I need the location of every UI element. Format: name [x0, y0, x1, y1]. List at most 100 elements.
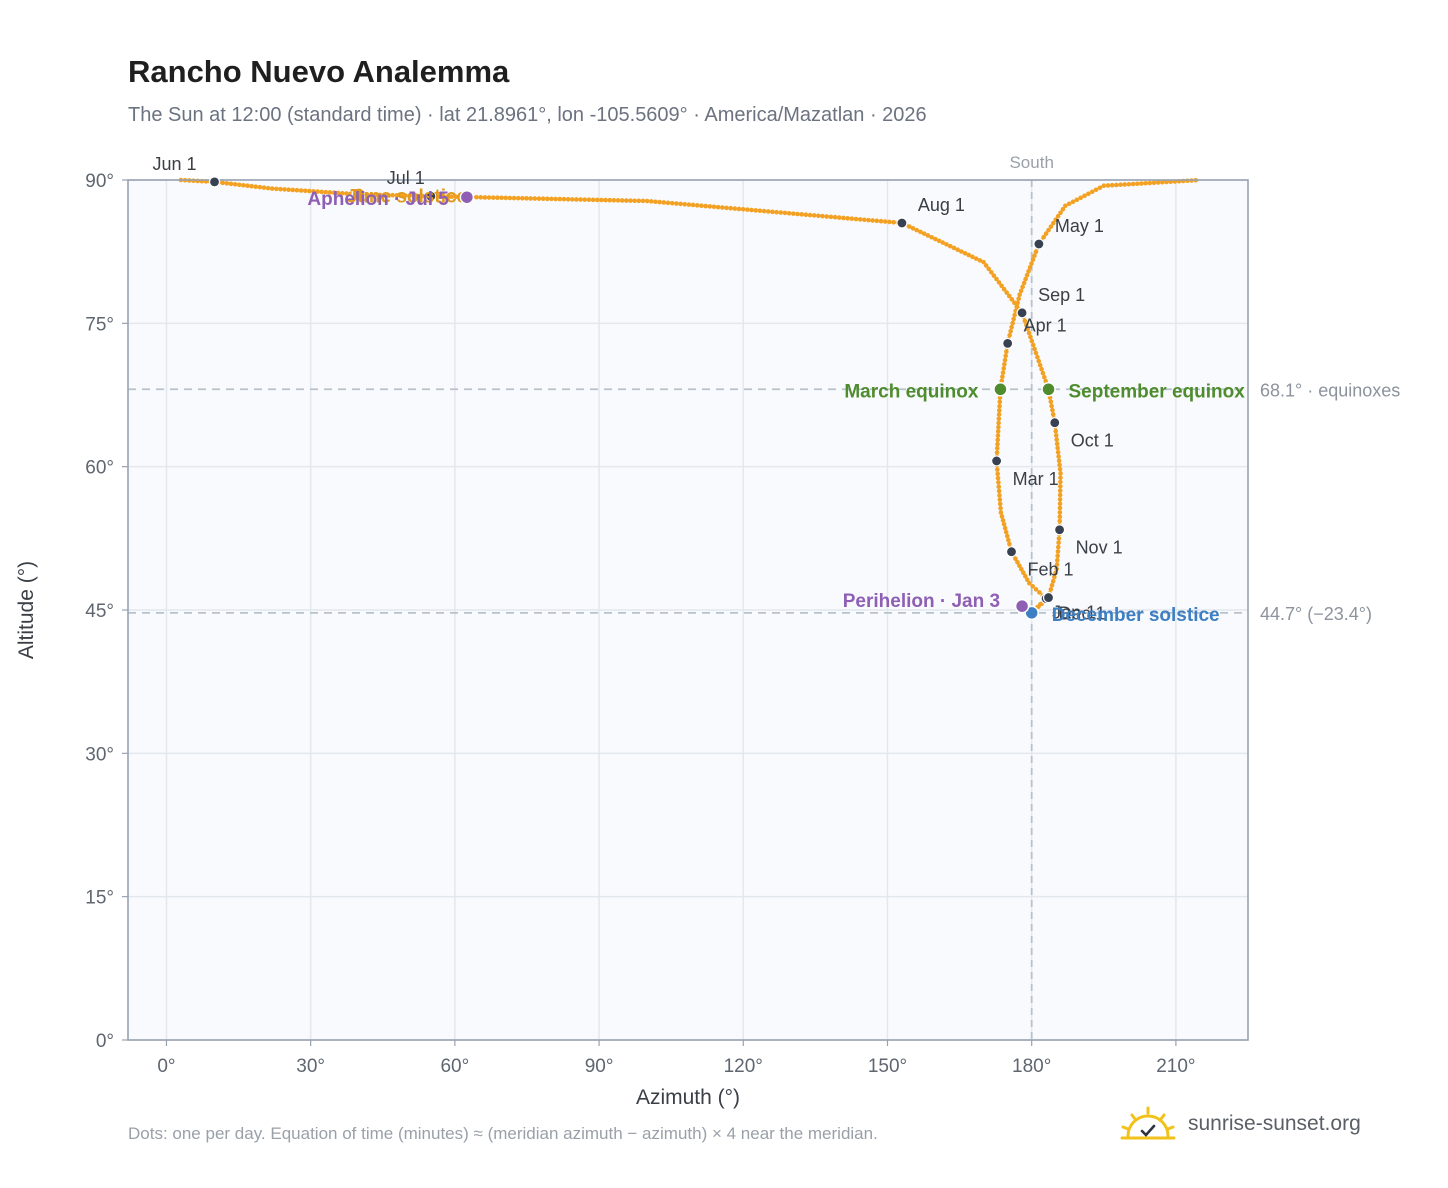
daily-dot	[315, 189, 320, 194]
daily-dot	[1016, 296, 1021, 302]
daily-dot	[791, 211, 796, 216]
daily-dot	[1082, 193, 1087, 199]
daily-dot	[1021, 570, 1026, 576]
daily-dot	[278, 186, 283, 192]
daily-dot	[1058, 475, 1063, 480]
daily-dot	[986, 266, 992, 272]
daily-dot	[994, 450, 1000, 455]
daily-dot	[995, 437, 1001, 443]
daily-dot	[782, 210, 788, 216]
daily-dot	[1041, 234, 1047, 240]
daily-dot	[657, 199, 662, 205]
daily-dot	[989, 270, 994, 275]
daily-dot	[1023, 573, 1028, 579]
daily-dot	[507, 195, 513, 201]
daily-dot	[1043, 231, 1049, 236]
daily-dot	[1055, 553, 1060, 559]
reference-line-label: 68.1° · equinoxes	[1260, 380, 1400, 400]
daily-dot	[1012, 300, 1017, 305]
daily-dot	[674, 201, 679, 206]
daily-dot	[1118, 182, 1123, 188]
daily-dot	[1055, 544, 1061, 550]
sun-check-icon	[1120, 1106, 1176, 1140]
daily-dot	[390, 192, 395, 198]
daily-dot	[997, 399, 1003, 405]
daily-dot	[820, 213, 825, 219]
daily-dot	[453, 194, 459, 200]
daily-dot	[1057, 514, 1063, 520]
daily-dot	[996, 424, 1001, 430]
daily-dot	[940, 240, 946, 245]
daily-dot	[1018, 288, 1024, 294]
daily-dot	[944, 242, 949, 247]
daily-dot	[503, 195, 509, 201]
month-marker	[1002, 337, 1014, 349]
daily-dot	[1048, 224, 1054, 229]
daily-dot	[947, 243, 953, 249]
month-marker	[208, 176, 221, 188]
daily-dot	[997, 408, 1002, 413]
daily-dot	[1053, 433, 1059, 438]
month-marker	[1016, 307, 1028, 319]
daily-dot	[311, 189, 316, 194]
daily-dot	[1036, 358, 1042, 364]
daily-dot	[274, 186, 279, 192]
x-tick-label: 0°	[157, 1056, 175, 1077]
y-tick-label: 45°	[85, 601, 114, 622]
daily-dot	[327, 190, 333, 195]
daily-dot	[232, 182, 238, 187]
daily-dot	[306, 188, 312, 194]
daily-dot	[1109, 182, 1115, 188]
daily-dot	[545, 196, 550, 202]
daily-dot	[736, 206, 742, 212]
daily-dot	[1086, 191, 1091, 197]
daily-dot	[849, 216, 855, 221]
daily-dot	[445, 194, 450, 199]
brand-name: sunrise-sunset.org	[1188, 1112, 1361, 1135]
daily-dot	[882, 219, 888, 224]
daily-dot	[669, 200, 675, 206]
month-marker-label: Apr 1	[1024, 315, 1067, 335]
daily-dot	[996, 480, 1001, 485]
daily-dot	[515, 195, 521, 201]
daily-dot	[715, 204, 721, 210]
daily-dot	[649, 199, 654, 204]
daily-dot	[874, 218, 880, 224]
daily-dot	[228, 181, 234, 187]
daily-dot	[995, 441, 1000, 447]
daily-dot	[765, 209, 771, 214]
daily-dot	[998, 505, 1003, 511]
daily-dot	[891, 219, 896, 225]
daily-dot	[1054, 441, 1060, 447]
daily-dot	[1030, 257, 1036, 262]
daily-dot	[996, 484, 1002, 490]
event-markers: March equinox September equinox December s…	[307, 186, 1245, 626]
daily-dot	[236, 182, 242, 188]
daily-dot	[528, 196, 533, 201]
daily-dot	[991, 273, 997, 278]
daily-dot	[951, 245, 957, 251]
x-axis-label: Azimuth (°)	[636, 1086, 740, 1109]
daily-dot	[694, 203, 700, 208]
daily-dot	[524, 196, 529, 201]
daily-dot	[995, 471, 1000, 477]
daily-dot	[1002, 361, 1007, 367]
daily-dot	[1147, 180, 1153, 186]
daily-dot	[241, 182, 246, 188]
daily-dot	[866, 217, 871, 223]
daily-dot	[282, 187, 287, 192]
daily-dot	[1048, 399, 1054, 405]
daily-dot	[1058, 479, 1063, 485]
daily-dot	[1015, 559, 1020, 565]
daily-dot	[918, 229, 923, 235]
event-label: March equinox	[844, 381, 979, 402]
daily-dot	[520, 195, 525, 201]
daily-dot	[1024, 272, 1030, 278]
daily-dot	[339, 190, 345, 196]
month-marker	[425, 190, 437, 202]
daily-dot	[921, 231, 927, 236]
brand[interactable]: sunrise-sunset.org	[1120, 1104, 1361, 1144]
daily-dot	[1139, 181, 1144, 186]
daily-dot	[999, 514, 1005, 519]
event-marker	[1041, 382, 1056, 397]
